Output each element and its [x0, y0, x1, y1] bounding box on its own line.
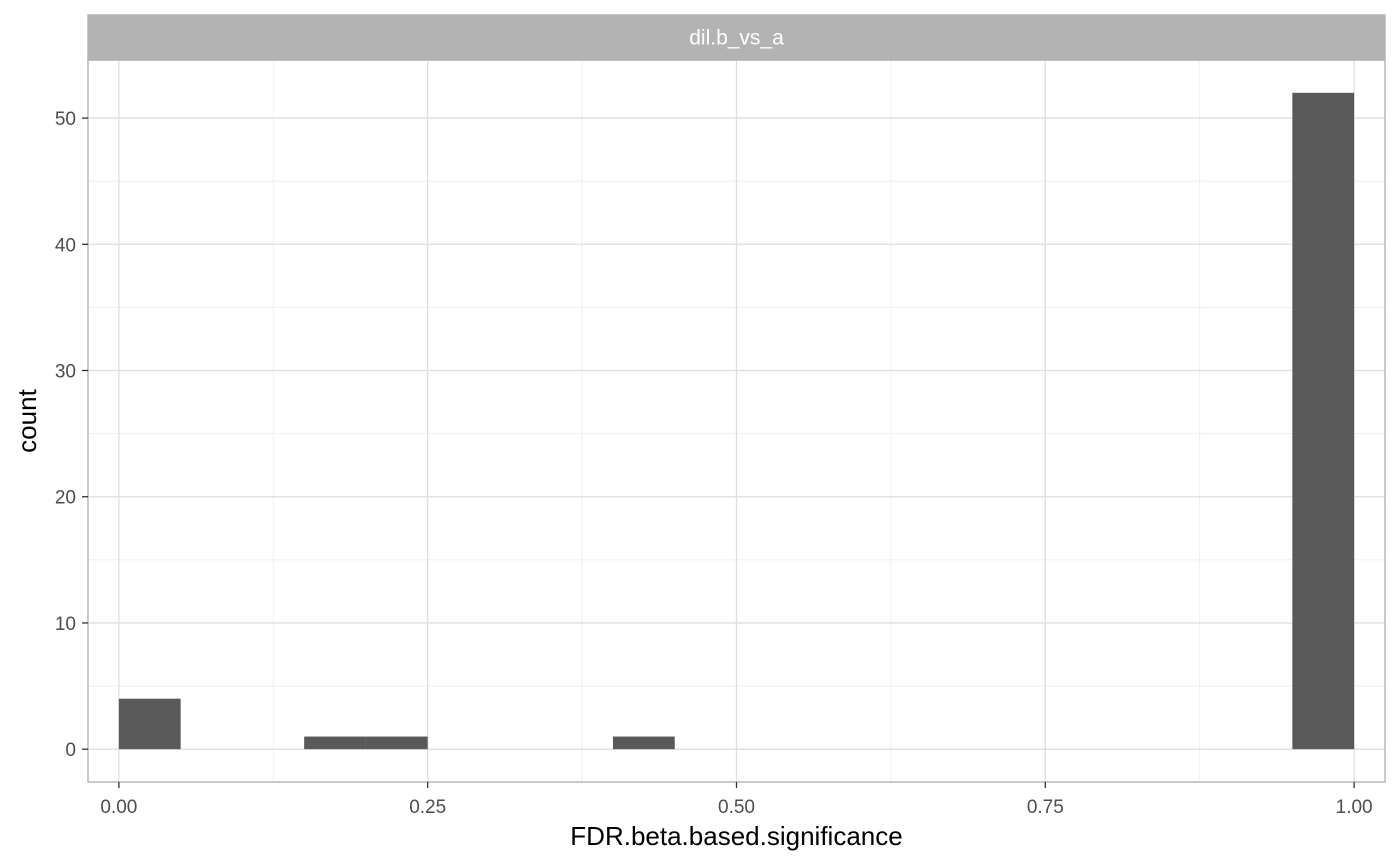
- x-tick-label: 1.00: [1336, 797, 1373, 818]
- histogram-bar: [365, 736, 428, 750]
- y-tick-label: 50: [55, 109, 76, 130]
- x-tick-label: 0.50: [718, 797, 755, 818]
- y-axis-ticks: 0 10 20 30 40 50: [55, 109, 88, 761]
- x-tick-label: 0.00: [100, 797, 137, 818]
- facet-strip: [87, 14, 1386, 61]
- y-tick-label: 20: [55, 488, 76, 509]
- y-tick-label: 30: [55, 362, 76, 383]
- histogram-bars: [118, 92, 1355, 750]
- histogram-bar: [612, 736, 675, 750]
- x-tick-label: 0.75: [1027, 797, 1064, 818]
- y-tick-label: 0: [65, 740, 76, 761]
- x-tick-label: 0.25: [409, 797, 446, 818]
- y-tick-label: 10: [55, 614, 76, 635]
- histogram-bar: [118, 698, 181, 750]
- x-axis-title: FDR.beta.based.significance: [570, 821, 902, 851]
- x-axis-ticks: 0.00 0.25 0.50 0.75 1.00: [100, 782, 1373, 818]
- histogram-bar: [1292, 92, 1355, 750]
- y-tick-label: 40: [55, 235, 76, 256]
- histogram-bar: [304, 736, 366, 750]
- y-axis-title: count: [12, 388, 42, 452]
- facet-strip-label: dil.b_vs_a: [689, 27, 784, 50]
